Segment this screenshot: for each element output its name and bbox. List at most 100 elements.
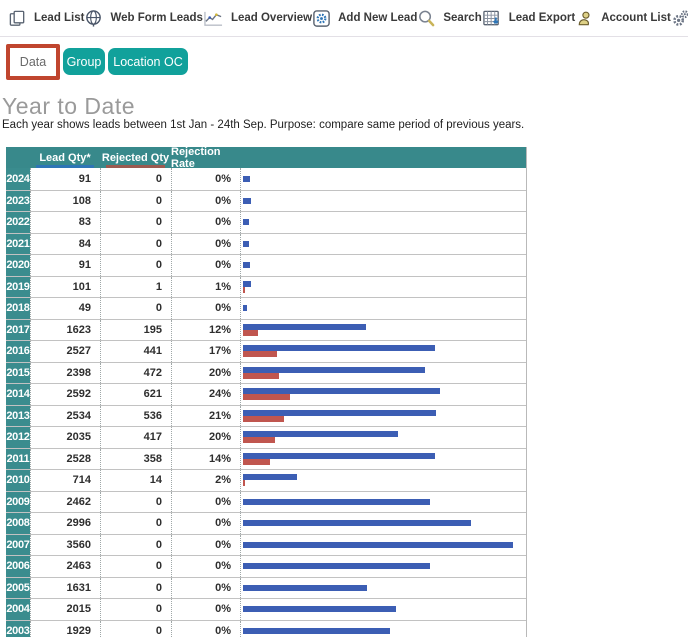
rejected-qty-bar — [243, 416, 284, 422]
rejected-qty-column-header: Rejected Qty — [100, 147, 171, 168]
new-record-icon — [312, 9, 331, 28]
lead-qty-bar — [243, 453, 435, 459]
table-row: 2005 1631 0 0% — [6, 577, 526, 599]
rejected-qty-cell: 0 — [100, 191, 171, 212]
annotation-highlight-box: Data — [6, 44, 60, 80]
rejection-rate-cell: 0% — [171, 599, 240, 620]
year-cell: 2015 — [6, 363, 30, 384]
lead-qty-cell: 1623 — [30, 320, 100, 341]
bar-chart-cell — [240, 363, 526, 384]
rejected-qty-bar — [243, 437, 275, 443]
bar-chart-cell — [240, 556, 526, 577]
nav-lead-overview[interactable]: Lead Overview — [203, 9, 312, 28]
nav-label: Web Form Leads — [110, 12, 202, 24]
globe-icon — [84, 9, 103, 28]
rejection-rate-cell: 20% — [171, 363, 240, 384]
lead-qty-cell: 91 — [30, 255, 100, 276]
lead-qty-cell: 3560 — [30, 535, 100, 556]
rejection-rate-cell: 1% — [171, 277, 240, 298]
nav-web-form-leads[interactable]: Web Form Leads — [84, 9, 202, 28]
rejection-rate-cell: 0% — [171, 492, 240, 513]
rejected-qty-cell: 0 — [100, 535, 171, 556]
bar-chart-cell — [240, 191, 526, 212]
rejected-qty-cell: 0 — [100, 513, 171, 534]
nav-search[interactable]: Search — [417, 9, 481, 28]
nav-lead-list[interactable]: Lead List — [8, 9, 84, 28]
year-cell: 2023 — [6, 191, 30, 212]
lead-qty-cell: 2534 — [30, 406, 100, 427]
nav-settings[interactable]: Settings — [671, 9, 688, 28]
bar-chart-cell — [240, 513, 526, 534]
rejection-rate-cell: 0% — [171, 535, 240, 556]
lead-qty-bar — [243, 628, 390, 634]
bar-chart-cell — [240, 234, 526, 255]
lead-qty-bar — [243, 219, 249, 225]
rejected-qty-cell: 14 — [100, 470, 171, 491]
bar-chart-cell — [240, 470, 526, 491]
table-row: 2011 2528 358 14% — [6, 448, 526, 470]
table-row: 2015 2398 472 20% — [6, 362, 526, 384]
lead-qty-cell: 2015 — [30, 599, 100, 620]
lead-qty-cell: 2035 — [30, 427, 100, 448]
nav-label: Lead Overview — [231, 12, 312, 24]
year-cell: 2016 — [6, 341, 30, 362]
rejection-rate-cell: 14% — [171, 449, 240, 470]
rejected-qty-cell: 536 — [100, 406, 171, 427]
lead-qty-cell: 83 — [30, 212, 100, 233]
rejected-qty-cell: 0 — [100, 234, 171, 255]
rejected-qty-legend-underline — [106, 165, 165, 168]
rejection-rate-cell: 0% — [171, 168, 240, 190]
rejection-rate-header-label: Rejection Rate — [171, 147, 240, 170]
rejected-qty-cell: 1 — [100, 277, 171, 298]
bar-chart-cell — [240, 255, 526, 276]
gears-icon — [671, 9, 688, 28]
table-row: 2018 49 0 0% — [6, 297, 526, 319]
lead-qty-bar — [243, 241, 249, 247]
nav-label: Account List — [601, 12, 671, 24]
rejection-rate-cell: 0% — [171, 191, 240, 212]
tab-location-oc[interactable]: Location OC — [108, 48, 188, 75]
bar-chart-cell — [240, 406, 526, 427]
year-cell: 2011 — [6, 449, 30, 470]
rejected-qty-cell: 0 — [100, 255, 171, 276]
year-cell: 2009 — [6, 492, 30, 513]
lead-qty-bar — [243, 563, 430, 569]
rejection-rate-cell: 0% — [171, 298, 240, 319]
lead-qty-cell: 1631 — [30, 578, 100, 599]
bar-chart-cell — [240, 427, 526, 448]
bar-chart-cell — [240, 168, 526, 190]
table-row: 2016 2527 441 17% — [6, 340, 526, 362]
tab-group[interactable]: Group — [63, 48, 105, 75]
lead-qty-bar — [243, 474, 297, 480]
bar-chart-cell — [240, 341, 526, 362]
bar-chart-cell — [240, 212, 526, 233]
rejected-qty-cell: 0 — [100, 599, 171, 620]
table-row: 2012 2035 417 20% — [6, 426, 526, 448]
bar-chart-cell — [240, 298, 526, 319]
year-cell: 2014 — [6, 384, 30, 405]
page-title: Year to Date — [2, 93, 135, 120]
tab-data[interactable]: Data — [20, 55, 46, 69]
top-navigation-bar: Lead List Web Form Leads Lead Overview — [0, 0, 688, 37]
lead-qty-cell: 108 — [30, 191, 100, 212]
lead-qty-bar — [243, 262, 250, 268]
rejection-rate-cell: 0% — [171, 621, 240, 637]
table-row: 2014 2592 621 24% — [6, 383, 526, 405]
bar-chart-cell — [240, 535, 526, 556]
rejected-qty-cell: 0 — [100, 556, 171, 577]
lead-qty-bar — [243, 176, 250, 182]
table-row: 2017 1623 195 12% — [6, 319, 526, 341]
person-icon — [575, 9, 594, 28]
rejection-rate-cell: 20% — [171, 427, 240, 448]
rejection-rate-cell: 17% — [171, 341, 240, 362]
rejected-qty-cell: 0 — [100, 492, 171, 513]
nav-account-list[interactable]: Account List — [575, 9, 671, 28]
table-row: 2006 2463 0 0% — [6, 555, 526, 577]
year-cell: 2019 — [6, 277, 30, 298]
rejection-rate-cell: 0% — [171, 234, 240, 255]
rejected-qty-cell: 0 — [100, 298, 171, 319]
rejection-rate-cell: 0% — [171, 578, 240, 599]
rejection-rate-column-header: Rejection Rate — [171, 147, 240, 168]
nav-add-new-lead[interactable]: Add New Lead — [312, 9, 417, 28]
nav-lead-export[interactable]: Lead Export — [482, 9, 575, 28]
